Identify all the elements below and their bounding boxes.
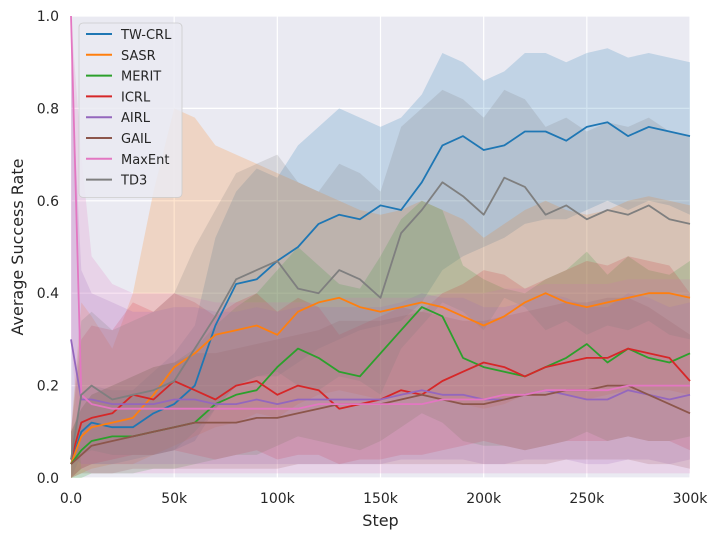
line-sasr [70, 292, 691, 465]
line-maxent [70, 15, 690, 410]
legend-label-maxent: MaxEnt [121, 153, 169, 168]
y-axis-ticks: 0.0 0.2 0.4 0.6 0.8 1.0 [37, 9, 59, 487]
band-tw-crl [71, 48, 690, 479]
band-sasr [71, 108, 690, 479]
x-axis-ticks: 0.0 50k 100k 150k 200k 250k 300k [60, 491, 708, 507]
legend-label-airl: AIRL [121, 111, 151, 126]
legend: TW-CRL SASR MERIT ICRL AIRL GAIL MaxEnt TD3 [78, 22, 183, 198]
legend-frame [78, 22, 183, 198]
x-axis-label: Step [362, 511, 398, 530]
band-airl [71, 62, 690, 465]
band-maxent [71, 16, 690, 474]
legend-label-td3: TD3 [120, 174, 147, 189]
y-tick-label: 0.4 [37, 286, 59, 302]
x-tick-label: 150k [363, 491, 399, 507]
y-axis-label: Average Success Rate [8, 159, 27, 336]
confidence-bands [71, 16, 690, 479]
y-tick-label: 0.6 [37, 194, 59, 210]
legend-label-tw-crl: TW-CRL [120, 28, 172, 43]
y-tick-label: 0.2 [37, 379, 59, 395]
grid-lines [70, 15, 691, 479]
band-gail [71, 297, 690, 478]
y-tick-label: 0.0 [37, 471, 59, 487]
line-td3 [70, 176, 691, 460]
x-tick-label: 250k [569, 491, 605, 507]
x-tick-label: 100k [260, 491, 296, 507]
band-td3 [71, 89, 690, 479]
y-tick-label: 1.0 [37, 9, 59, 25]
legend-label-merit: MERIT [121, 70, 161, 85]
x-tick-label: 200k [466, 491, 502, 507]
series-lines [70, 15, 691, 465]
x-tick-label: 0.0 [60, 491, 82, 507]
x-tick-label: 300k [673, 491, 709, 507]
legend-label-gail: GAIL [121, 132, 152, 147]
x-tick-label: 50k [161, 491, 188, 507]
legend-label-sasr: SASR [121, 49, 156, 64]
y-tick-label: 0.8 [37, 101, 59, 117]
line-tw-crl [70, 121, 691, 465]
line-airl [70, 339, 691, 406]
legend-label-icrl: ICRL [121, 90, 151, 105]
line-icrl [70, 347, 691, 460]
